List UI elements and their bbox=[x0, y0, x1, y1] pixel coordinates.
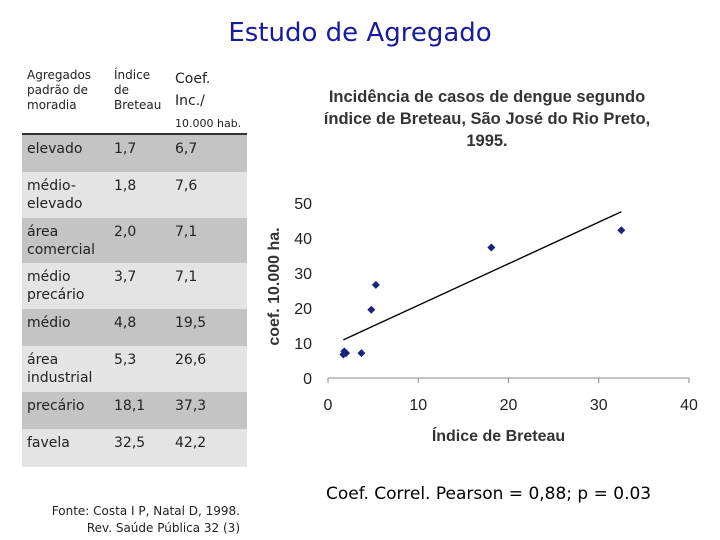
x-tick-label: 20 bbox=[500, 397, 518, 414]
table-row: elevado 1,7 6,7 bbox=[22, 134, 247, 172]
slide-title: Estudo de Agregado bbox=[228, 18, 492, 48]
y-tick-label: 40 bbox=[294, 231, 312, 248]
header-agregados: Agregados padrão de moradia bbox=[22, 64, 109, 134]
source-citation: Fonte: Costa I P, Natal D, 1998. Rev. Sa… bbox=[20, 503, 240, 537]
table-row: área industrial 5,3 26,6 bbox=[22, 346, 247, 392]
correlation-text: Coef. Correl. Pearson = 0,88; p = 0.03 bbox=[326, 484, 652, 504]
cell-indice: 5,3 bbox=[109, 346, 170, 392]
table-row: favela 32,5 42,2 bbox=[22, 429, 247, 467]
y-tick-label: 20 bbox=[294, 301, 312, 318]
cell-indice: 3,7 bbox=[109, 263, 170, 309]
data-point bbox=[487, 243, 496, 252]
data-point bbox=[357, 349, 366, 358]
cell-indice: 4,8 bbox=[109, 309, 170, 346]
cell-coef: 7,6 bbox=[170, 172, 247, 218]
data-point bbox=[342, 349, 351, 358]
chart-title: Incidência de casos de dengue segundo ín… bbox=[292, 86, 682, 152]
x-tick-label: 30 bbox=[590, 397, 608, 414]
aggregate-table: Agregados padrão de moradia Índice de Br… bbox=[22, 64, 247, 467]
chart-title-line-1: Incidência de casos de dengue segundo bbox=[328, 88, 646, 106]
cell-indice: 32,5 bbox=[109, 429, 170, 467]
cell-agregado: favela bbox=[22, 429, 109, 467]
x-axis-label: Índice de Breteau bbox=[432, 426, 565, 445]
y-tick-label: 10 bbox=[294, 336, 312, 353]
cell-indice: 1,7 bbox=[109, 134, 170, 172]
cell-coef: 19,5 bbox=[170, 309, 247, 346]
data-point bbox=[617, 226, 626, 235]
cell-indice: 2,0 bbox=[109, 218, 170, 263]
table-header-row: Agregados padrão de moradia Índice de Br… bbox=[22, 64, 247, 134]
cell-agregado: área comercial bbox=[22, 218, 109, 263]
header-coef-unit: 10.000 hab. bbox=[175, 117, 242, 130]
table-row: médio-elevado 1,8 7,6 bbox=[22, 172, 247, 218]
cell-coef: 7,1 bbox=[170, 218, 247, 263]
table-row: área comercial 2,0 7,1 bbox=[22, 218, 247, 263]
chart-title-line-3: 1995. bbox=[466, 132, 508, 150]
x-tick-label: 40 bbox=[680, 397, 698, 414]
table-row: médio precário 3,7 7,1 bbox=[22, 263, 247, 309]
cell-coef: 37,3 bbox=[170, 392, 247, 429]
cell-coef: 42,2 bbox=[170, 429, 247, 467]
cell-coef: 26,6 bbox=[170, 346, 247, 392]
source-line-2: Rev. Saúde Pública 32 (3) bbox=[86, 521, 240, 535]
y-tick-label: 0 bbox=[303, 371, 312, 388]
cell-agregado: precário bbox=[22, 392, 109, 429]
header-coef-label: Coef. Inc./ bbox=[175, 71, 211, 109]
chart-axes bbox=[327, 377, 690, 383]
y-tick-label: 30 bbox=[294, 266, 312, 283]
cell-agregado: médio bbox=[22, 309, 109, 346]
chart-ticks: 0 10 20 30 40 0 10 20 30 40 50 bbox=[294, 196, 698, 414]
table-row: médio 4,8 19,5 bbox=[22, 309, 247, 346]
cell-agregado: elevado bbox=[22, 134, 109, 172]
cell-coef: 7,1 bbox=[170, 263, 247, 309]
data-point bbox=[367, 305, 376, 314]
header-indice: Índice de Breteau bbox=[109, 64, 170, 134]
chart-points bbox=[339, 226, 626, 359]
cell-agregado: médio precário bbox=[22, 263, 109, 309]
header-coef: Coef. Inc./ 10.000 hab. bbox=[170, 64, 247, 134]
data-point bbox=[371, 280, 380, 289]
source-line-1: Fonte: Costa I P, Natal D, 1998. bbox=[51, 504, 240, 518]
table-row: precário 18,1 37,3 bbox=[22, 392, 247, 429]
cell-agregado: médio-elevado bbox=[22, 172, 109, 218]
chart-title-line-2: índice de Breteau, São José do Rio Preto… bbox=[323, 110, 651, 128]
cell-indice: 1,8 bbox=[109, 172, 170, 218]
cell-agregado: área industrial bbox=[22, 346, 109, 392]
x-tick-label: 10 bbox=[409, 397, 427, 414]
y-axis-label: coef. 10.000 ha. bbox=[266, 227, 283, 345]
y-tick-label: 50 bbox=[294, 196, 312, 213]
cell-coef: 6,7 bbox=[170, 134, 247, 172]
trend-line bbox=[343, 211, 622, 341]
cell-indice: 18,1 bbox=[109, 392, 170, 429]
x-tick-label: 0 bbox=[324, 397, 333, 414]
